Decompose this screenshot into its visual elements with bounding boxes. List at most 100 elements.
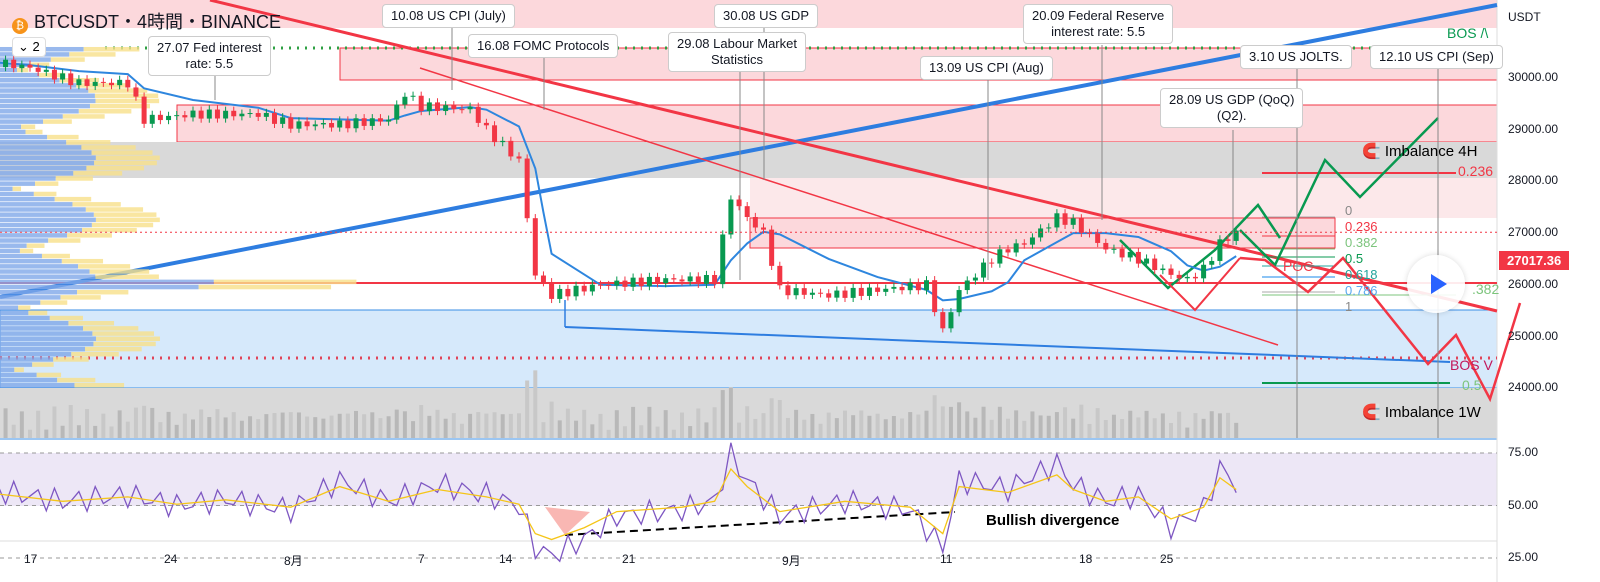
volume-profile-bar — [47, 134, 79, 140]
candle-body — [369, 118, 375, 126]
supply-zone-4 — [750, 178, 1497, 218]
candle-body — [11, 59, 17, 69]
volume-bar — [867, 415, 872, 438]
volume-bar — [1209, 411, 1214, 438]
event-label[interactable]: 30.08 US GDP — [714, 4, 818, 28]
volume-profile-bar — [85, 346, 142, 352]
blue-support-line[interactable] — [564, 326, 1451, 363]
volume-profile-bar — [0, 341, 94, 347]
red-channel-line[interactable] — [419, 67, 1279, 346]
event-label[interactable]: 13.09 US CPI (Aug) — [920, 56, 1053, 80]
symbol-title[interactable]: BTCUSDT・4時間・BINANCE — [34, 12, 282, 32]
fib-0: 0 — [1345, 203, 1353, 218]
candle-body — [255, 113, 261, 117]
volume-profile-bar — [0, 274, 96, 279]
bearish-projection[interactable] — [1239, 256, 1522, 403]
time-tick: 11 — [940, 552, 953, 566]
volume-profile-bar — [0, 186, 13, 192]
red-downtrend-line[interactable] — [209, 0, 1498, 313]
candle-body — [769, 229, 775, 266]
volume-profile-bar — [0, 155, 96, 161]
volume-bar — [109, 426, 114, 438]
volume-profile-bar — [94, 93, 159, 99]
candle-body — [353, 118, 359, 129]
candle-body — [394, 104, 400, 120]
candle-body — [149, 114, 155, 124]
volume-bar — [166, 411, 171, 438]
volume-profile-bar — [0, 253, 42, 259]
volume-bar — [1022, 420, 1027, 438]
imbalance-4h-zone — [0, 142, 1497, 178]
candle-body — [239, 113, 245, 117]
candle-body — [141, 96, 147, 124]
volume-bar — [451, 413, 456, 438]
candle-body — [76, 79, 82, 86]
fib-0236: 0.236 — [1345, 219, 1378, 234]
candle-body — [206, 109, 212, 119]
candle-body — [744, 206, 750, 218]
candle-body — [174, 115, 180, 117]
time-tick: 17 — [24, 552, 38, 566]
currency-label[interactable]: USDT — [1508, 10, 1541, 24]
event-label[interactable]: 28.09 US GDP (QoQ) (Q2). — [1160, 88, 1304, 128]
candle-body — [1144, 258, 1150, 264]
volume-profile-bar — [54, 196, 92, 202]
bos-up-label: BOS /\ — [1447, 25, 1489, 41]
volume-profile-bar — [36, 372, 62, 378]
candle-body — [956, 290, 962, 313]
volume-bar — [1095, 408, 1100, 438]
candle-body — [166, 115, 172, 121]
candle-body — [451, 105, 457, 110]
red-zigzag[interactable] — [1159, 257, 1241, 312]
candle-body — [622, 280, 628, 287]
volume-profile-bar — [0, 227, 83, 233]
event-label[interactable]: 16.08 FOMC Protocols — [468, 34, 619, 58]
volume-profile-bar — [0, 150, 92, 155]
green-zigzag[interactable] — [1119, 203, 1282, 290]
volume-profile-bar — [0, 140, 67, 145]
event-label[interactable]: 12.10 US CPI (Sep) — [1370, 45, 1503, 69]
volume-bar — [1030, 411, 1035, 438]
volume-bar — [924, 410, 929, 438]
event-label[interactable]: 27.07 Fed interest rate: 5.5 — [148, 36, 271, 76]
volume-profile-bar — [89, 103, 150, 109]
time-tick: 25 — [1160, 552, 1174, 566]
volume-bar — [362, 414, 367, 438]
volume-profile-bar — [0, 336, 96, 341]
volume-bar — [671, 429, 676, 438]
event-label[interactable]: 20.09 Federal Reserve interest rate: 5.5 — [1023, 4, 1174, 44]
volume-profile-bar — [0, 300, 41, 305]
volume-profile-bar — [0, 176, 56, 181]
demand-zone — [0, 309, 1498, 389]
volume-profile-bar — [0, 171, 74, 176]
volume-profile-bar — [40, 300, 68, 305]
volume-bar — [28, 429, 32, 438]
candle-body — [100, 81, 106, 83]
volume-profile-bar — [25, 129, 43, 135]
candle-body — [712, 274, 718, 285]
event-label[interactable]: 10.08 US CPI (July) — [382, 4, 515, 28]
volume-bar — [215, 409, 220, 438]
candle-body — [866, 287, 872, 296]
volume-bar — [329, 415, 334, 438]
event-label[interactable]: 29.08 Labour Market Statistics — [668, 32, 806, 72]
play-button[interactable] — [1407, 255, 1465, 313]
volume-bar — [378, 418, 383, 438]
fib-0618: 0.618 — [1345, 267, 1378, 282]
volume-bar — [174, 424, 179, 438]
volume-profile-bar — [43, 119, 72, 124]
candle-body — [1176, 274, 1182, 279]
volume-bar — [93, 425, 98, 438]
candle-body — [671, 278, 677, 280]
candle-body — [834, 290, 840, 298]
volume-bar — [948, 406, 953, 438]
volume-bar — [427, 415, 432, 438]
event-label[interactable]: 3.10 US JOLTS. — [1240, 45, 1352, 69]
indicators-collapse-button[interactable]: ⌄ 2 — [12, 37, 46, 57]
volume-profile-bar — [32, 362, 54, 367]
bullish-projection[interactable] — [1239, 117, 1439, 268]
volume-profile-bar — [213, 279, 357, 285]
divergence-line[interactable] — [564, 511, 956, 536]
volume-bar — [231, 412, 236, 438]
volume-bar — [337, 413, 342, 438]
